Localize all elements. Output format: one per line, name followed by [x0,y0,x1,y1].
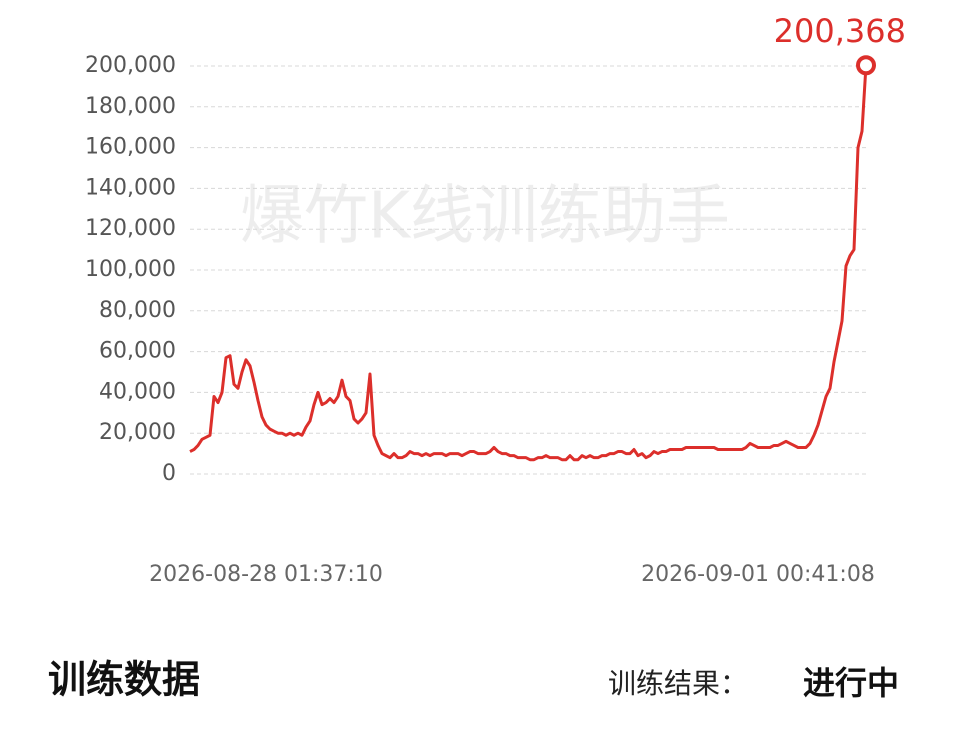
section-title: 训练数据 [48,658,200,702]
y-tick-label: 40,000 [99,379,176,404]
price-line [189,65,868,462]
end-marker [856,55,876,76]
y-tick-label: 180,000 [85,94,176,119]
x-tick-label: 2026-09-01 00:41:08 [641,562,875,587]
y-tick-label: 20,000 [99,420,176,445]
y-tick-label: 0 [162,461,176,486]
result-label: 训练结果： [608,667,748,700]
y-tick-label: 140,000 [85,175,176,200]
y-tick-label: 100,000 [85,257,176,282]
y-tick-label: 60,000 [99,339,176,364]
value-label: 200,368 [774,12,906,50]
x-tick-label: 2026-08-28 01:37:10 [149,562,383,587]
y-tick-label: 160,000 [85,135,176,160]
watermark: 爆竹K线训练助手 [240,180,730,254]
y-tick-label: 80,000 [99,298,176,323]
y-tick-label: 120,000 [85,216,176,241]
y-tick-label: 200,000 [85,53,176,78]
result-value: 进行中 [803,664,899,702]
